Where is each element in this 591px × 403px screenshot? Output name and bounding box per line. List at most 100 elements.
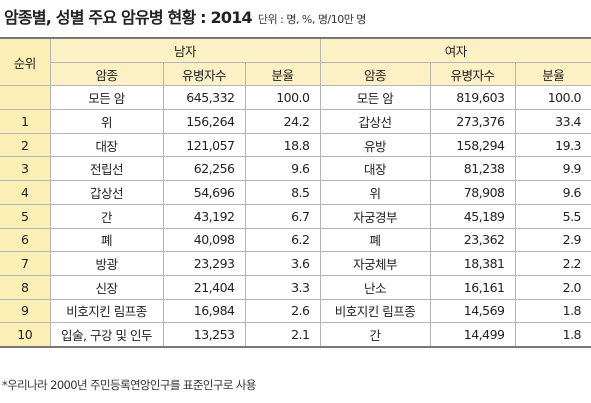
data-row: 10 입술, 구강 및 인두 13,253 2.1 간 14,499 1.8 — [0, 322, 591, 348]
cancer-type: 유방 — [319, 132, 431, 158]
cancer-type: 입술, 구강 및 인두 — [49, 322, 164, 348]
patient-count: 158,294 — [429, 132, 516, 158]
percentage: 24.2 — [244, 109, 321, 134]
data-row: 5 간 43,192 6.7 자궁경부 45,189 5.5 — [0, 203, 591, 229]
percentage: 100.0 — [514, 85, 591, 111]
percentage: 1.8 — [514, 322, 591, 348]
cancer-type: 비호지킨 림프종 — [319, 298, 431, 324]
percentage: 2.1 — [244, 322, 321, 348]
patient-count: 62,256 — [162, 156, 246, 182]
rank-cell: 2 — [0, 132, 51, 158]
percentage: 100.0 — [244, 85, 321, 111]
column-header: 암종 — [319, 61, 431, 87]
percentage: 3.6 — [244, 251, 321, 276]
rank-cell: 4 — [0, 180, 51, 205]
title: 암종별, 성별 주요 암유병 현황 : 2014 — [4, 8, 253, 27]
title-bar: 암종별, 성별 주요 암유병 현황 : 2014 단위 : 명, %, 명/10만… — [4, 4, 366, 28]
patient-count: 40,098 — [162, 227, 246, 253]
rank-cell: 3 — [0, 156, 51, 182]
percentage: 5.5 — [514, 203, 591, 229]
table: 순위 남자 여자 암종 유병자수 분율 암종 유병자수 분율 모든 암 645,332 100.0 모든… — [0, 37, 591, 348]
patient-count: 16,984 — [162, 298, 246, 324]
data-row: 7 방광 23,293 3.6 자궁체부 18,381 2.2 — [0, 251, 591, 276]
patient-count: 23,362 — [429, 227, 516, 253]
column-header: 분율 — [244, 61, 321, 87]
percentage: 3.3 — [244, 274, 321, 300]
header-row: 암종 유병자수 분율 암종 유병자수 분율 — [0, 61, 591, 87]
percentage: 18.8 — [244, 132, 321, 158]
cancer-type: 신장 — [49, 274, 164, 300]
percentage: 6.2 — [244, 227, 321, 253]
column-header: 분율 — [514, 61, 591, 87]
cancer-type: 대장 — [49, 132, 164, 158]
cancer-type: 폐 — [319, 227, 431, 253]
percentage: 9.9 — [514, 156, 591, 182]
patient-count: 18,381 — [429, 251, 516, 276]
cancer-type: 위 — [49, 109, 164, 134]
rank-cell: 5 — [0, 203, 51, 229]
percentage: 1.8 — [514, 298, 591, 324]
data-row: 4 갑상선 54,696 8.5 위 78,908 9.6 — [0, 180, 591, 205]
group-header: 남자 — [49, 37, 321, 63]
cancer-type: 비호지킨 림프종 — [49, 298, 164, 324]
data-row: 9 비호지킨 림프종 16,984 2.6 비호지킨 림프종 14,569 1.8 — [0, 298, 591, 324]
rank-cell: 8 — [0, 274, 51, 300]
patient-count: 16,161 — [429, 274, 516, 300]
percentage: 2.9 — [514, 227, 591, 253]
cancer-type: 모든 암 — [319, 85, 431, 111]
cancer-type: 간 — [319, 322, 431, 348]
group-header: 여자 — [319, 37, 591, 63]
percentage: 8.5 — [244, 180, 321, 205]
cancer-type: 모든 암 — [49, 85, 164, 111]
percentage: 19.3 — [514, 132, 591, 158]
cancer-type: 자궁경부 — [319, 203, 431, 229]
cancer-type: 자궁체부 — [319, 251, 431, 276]
percentage: 2.6 — [244, 298, 321, 324]
patient-count: 43,192 — [162, 203, 246, 229]
percentage: 33.4 — [514, 109, 591, 134]
percentage: 6.7 — [244, 203, 321, 229]
cancer-type: 갑상선 — [49, 180, 164, 205]
patient-count: 13,253 — [162, 322, 246, 348]
patient-count: 21,404 — [162, 274, 246, 300]
cancer-type: 갑상선 — [319, 109, 431, 134]
percentage: 9.6 — [244, 156, 321, 182]
cancer-type: 대장 — [319, 156, 431, 182]
cancer-type: 전립선 — [49, 156, 164, 182]
patient-count: 45,189 — [429, 203, 516, 229]
footnote: *우리나라 2000년 주민등록연앙인구를 표준인구로 사용 — [2, 378, 256, 392]
rank-cell: 1 — [0, 109, 51, 134]
patient-count: 78,908 — [429, 180, 516, 205]
percentage: 2.0 — [514, 274, 591, 300]
percentage: 9.6 — [514, 180, 591, 205]
data-row: 8 신장 21,404 3.3 난소 16,161 2.0 — [0, 274, 591, 300]
patient-count: 14,499 — [429, 322, 516, 348]
column-header: 유병자수 — [429, 61, 516, 87]
patient-count: 156,264 — [162, 109, 246, 134]
header-row: 순위 남자 여자 — [0, 37, 591, 87]
data-row: 1 위 156,264 24.2 갑상선 273,376 33.4 — [0, 109, 591, 134]
rank-cell: 9 — [0, 298, 51, 324]
data-row: 모든 암 645,332 100.0 모든 암 819,603 100.0 — [0, 85, 591, 111]
rank-header: 순위 — [0, 37, 51, 87]
data-row: 6 폐 40,098 6.2 폐 23,362 2.9 — [0, 227, 591, 253]
column-header: 유병자수 — [162, 61, 246, 87]
patient-count: 54,696 — [162, 180, 246, 205]
cancer-type: 위 — [319, 180, 431, 205]
percentage: 2.2 — [514, 251, 591, 276]
column-header: 암종 — [50, 61, 164, 87]
rank-cell: 7 — [0, 251, 51, 276]
cancer-type: 간 — [49, 203, 164, 229]
patient-count: 14,569 — [429, 298, 516, 324]
patient-count: 645,332 — [162, 85, 246, 111]
patient-count: 121,057 — [162, 132, 246, 158]
data-row: 3 전립선 62,256 9.6 대장 81,238 9.9 — [0, 156, 591, 182]
patient-count: 81,238 — [429, 156, 516, 182]
unit: 단위 : 명, %, 명/10만 명 — [257, 13, 367, 26]
patient-count: 273,376 — [429, 109, 516, 134]
rank-cell: 10 — [0, 322, 51, 348]
rank-cell — [0, 85, 51, 111]
cancer-type: 방광 — [49, 251, 164, 276]
cancer-type: 폐 — [49, 227, 164, 253]
